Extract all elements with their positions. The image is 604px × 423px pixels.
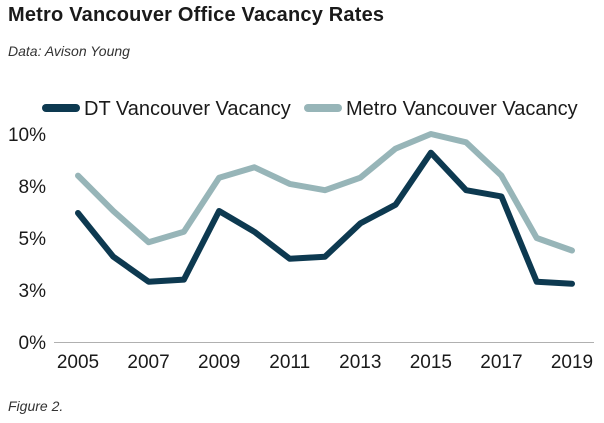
y-tick-label: 5% bbox=[19, 229, 47, 250]
series-layer bbox=[75, 131, 575, 287]
chart-legend: DT Vancouver Vacancy Metro Vancouver Vaca… bbox=[42, 98, 578, 120]
y-tick-label: 3% bbox=[19, 281, 47, 302]
legend-label-metro-vancouver-vacancy: Metro Vancouver Vacancy bbox=[346, 98, 578, 120]
y-tick-label: 8% bbox=[19, 177, 47, 198]
y-tick-label: 10% bbox=[8, 125, 46, 146]
y-axis: 0% 3% 5% 8% 10% bbox=[8, 125, 46, 354]
x-tick-label: 2007 bbox=[127, 352, 169, 373]
x-tick-label: 2017 bbox=[480, 352, 522, 373]
figure-caption: Figure 2. bbox=[8, 398, 64, 414]
series-line-metro-vancouver-vacancy bbox=[75, 131, 575, 254]
chart-subtitle: Data: Avison Young bbox=[8, 43, 130, 59]
series-line-dt-vancouver-vacancy bbox=[75, 149, 575, 287]
y-tick-label: 0% bbox=[19, 333, 47, 354]
x-tick-label: 2005 bbox=[57, 352, 99, 373]
x-tick-label: 2019 bbox=[551, 352, 593, 373]
legend-label-dt-vancouver-vacancy: DT Vancouver Vacancy bbox=[84, 98, 291, 120]
x-tick-label: 2015 bbox=[410, 352, 452, 373]
chart-title: Metro Vancouver Office Vacancy Rates bbox=[8, 4, 385, 26]
line-chart: DT Vancouver Vacancy Metro Vancouver Vaca… bbox=[8, 98, 594, 373]
x-tick-label: 2013 bbox=[339, 352, 381, 373]
x-axis: 2005 2007 2009 2011 2013 2015 2017 2019 bbox=[54, 342, 594, 373]
x-tick-label: 2011 bbox=[269, 352, 310, 373]
x-tick-label: 2009 bbox=[198, 352, 240, 373]
